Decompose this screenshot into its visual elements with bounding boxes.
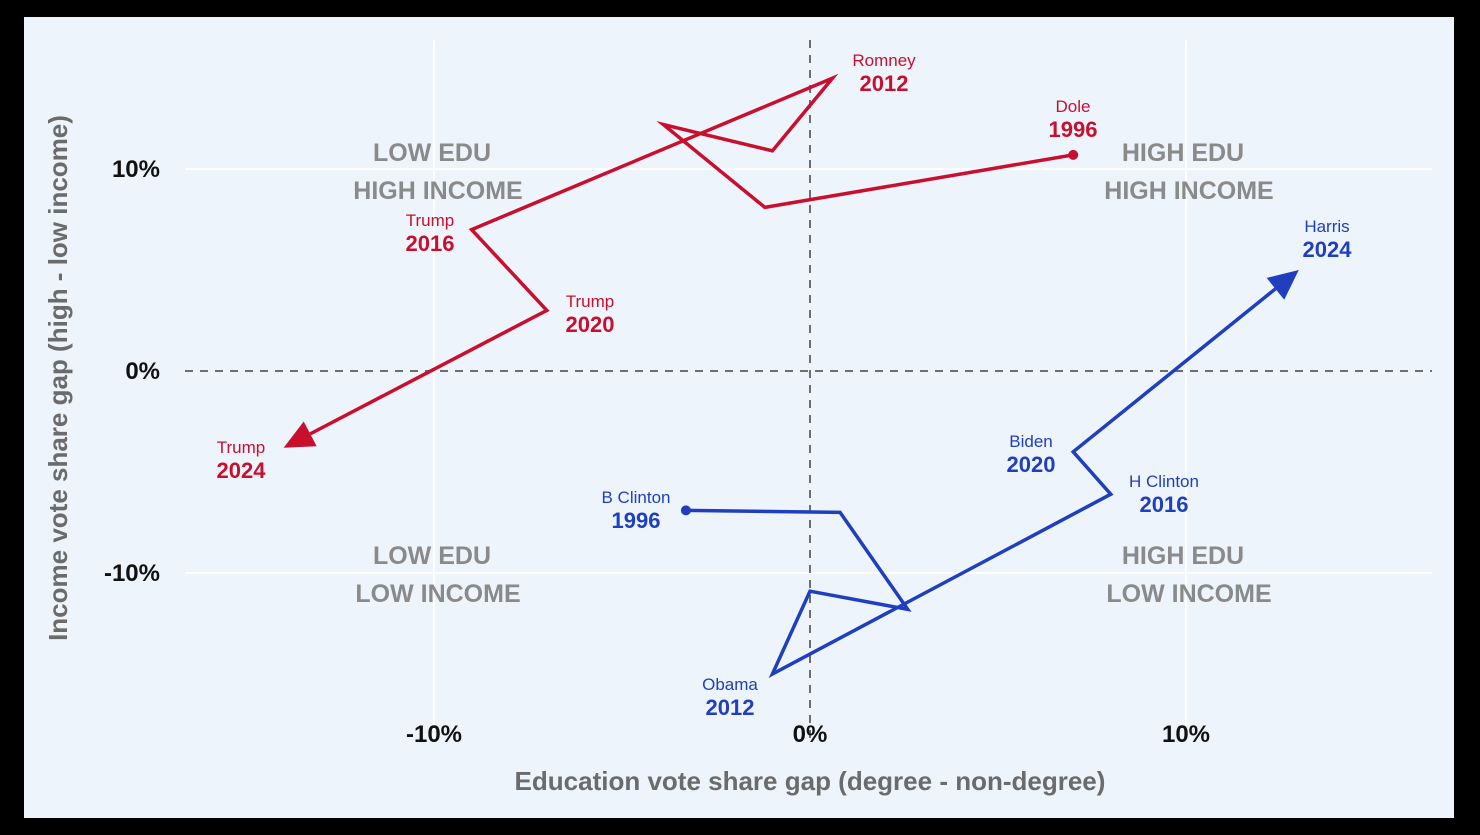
point-label-year: 1996	[1049, 117, 1098, 142]
point-label-candidate: B Clinton	[602, 488, 671, 507]
start-point	[680, 505, 691, 516]
series-line	[685, 287, 1277, 678]
point-label-candidate: Harris	[1304, 217, 1349, 236]
point-label-candidate: Trump	[406, 211, 455, 230]
y-tick-label: -10%	[104, 560, 160, 587]
quadrant-label-line1: LOW EDU	[373, 139, 491, 167]
series-line	[309, 73, 1074, 436]
point-label-year: 2024	[1303, 237, 1353, 262]
quadrant-label-line2: HIGH INCOME	[1104, 177, 1273, 205]
quadrant-labels: LOW EDU HIGH INCOME HIGH EDU HIGH INCOME LOW…	[353, 139, 1273, 608]
point-label-year: 1996	[612, 508, 661, 533]
quadrant-label-line2: HIGH INCOME	[353, 177, 522, 205]
point-label-year: 2016	[406, 231, 455, 256]
quadrant-label-line1: LOW EDU	[373, 542, 491, 570]
zero-lines	[185, 40, 1432, 740]
quadrant-label-line2: LOW INCOME	[355, 580, 520, 608]
point-label-candidate: Romney	[852, 51, 916, 70]
tick-labels: -10% 0% 10% 10% 0% -10%	[104, 156, 1210, 748]
point-label-year: 2012	[860, 71, 909, 96]
point-label-year: 2020	[1007, 452, 1056, 477]
point-label-year: 2024	[217, 458, 267, 483]
grid	[185, 40, 1432, 740]
point-label-candidate: Dole	[1056, 97, 1091, 116]
arrowhead	[1266, 270, 1299, 300]
quadrant-label-line2: LOW INCOME	[1106, 580, 1271, 608]
x-tick-label: -10%	[406, 721, 462, 748]
y-tick-label: 10%	[112, 156, 160, 183]
y-tick-label: 0%	[125, 358, 160, 385]
quadrant-label-line1: HIGH EDU	[1122, 542, 1244, 570]
point-labels: Dole1996Romney2012Trump2016Trump2020Trum…	[217, 51, 1353, 720]
x-axis-title: Education vote share gap (degree - non-d…	[515, 766, 1106, 796]
point-label-year: 2012	[706, 695, 755, 720]
chart-panel	[24, 17, 1454, 818]
point-label-year: 2016	[1140, 492, 1189, 517]
series	[283, 73, 1299, 678]
point-label-candidate: Biden	[1009, 432, 1052, 451]
start-point	[1068, 149, 1079, 160]
x-tick-label: 10%	[1162, 721, 1210, 748]
point-label-candidate: H Clinton	[1129, 472, 1199, 491]
point-label-candidate: Trump	[217, 438, 266, 457]
point-label-candidate: Trump	[566, 292, 615, 311]
quadrant-label-line1: HIGH EDU	[1122, 139, 1244, 167]
y-axis-title: Income vote share gap (high - low income…	[43, 115, 73, 641]
point-label-candidate: Obama	[702, 675, 758, 694]
x-tick-label: 0%	[793, 721, 828, 748]
point-label-year: 2020	[566, 312, 615, 337]
arrowhead	[283, 421, 317, 448]
